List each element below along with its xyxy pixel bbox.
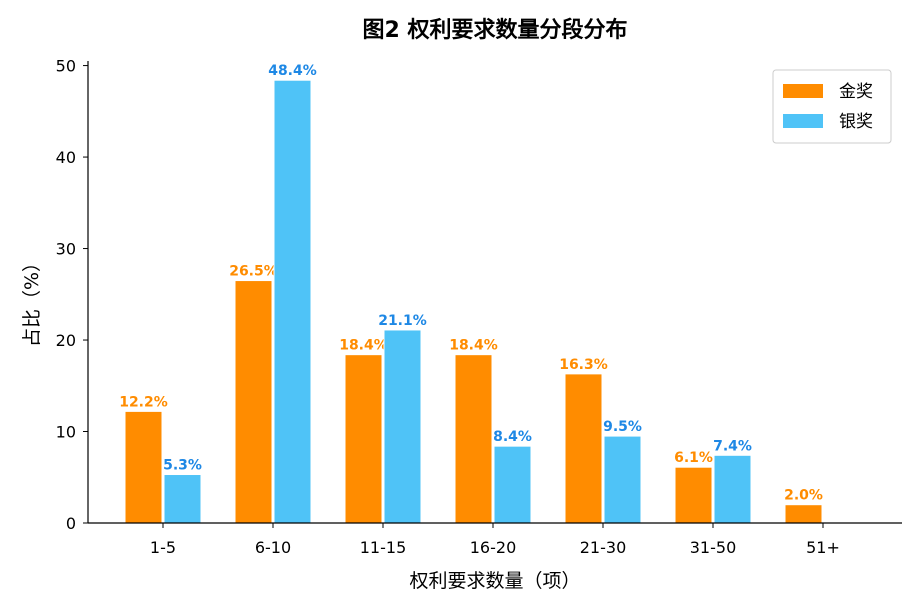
x-tick-label: 6-10	[255, 538, 291, 557]
bar-gold-6-10	[234, 280, 273, 524]
legend-swatch-gold	[783, 84, 823, 98]
y-tick-label: 0	[66, 514, 76, 533]
bar-silver-21-30	[603, 435, 642, 524]
data-label-gold-21-30: 16.3%	[559, 357, 608, 373]
bar-gold-11-15	[344, 354, 383, 524]
y-tick-label: 40	[56, 148, 76, 167]
bar-silver-1-5	[163, 474, 202, 524]
data-label-gold-6-10: 26.5%	[229, 264, 278, 280]
bar-silver-31-50	[713, 454, 752, 524]
chart-title: 图2 权利要求数量分段分布	[363, 17, 628, 43]
data-label-gold-16-20: 18.4%	[449, 338, 498, 354]
data-label-silver-31-50: 7.4%	[713, 438, 752, 454]
legend-label-gold: 金奖	[839, 82, 873, 102]
bar-gold-21-30	[564, 373, 603, 524]
data-label-gold-51+: 2.0%	[784, 488, 823, 504]
data-label-silver-6-10: 48.4%	[268, 63, 317, 79]
y-tick-label: 10	[56, 423, 76, 442]
data-label-silver-1-5: 5.3%	[163, 458, 202, 474]
x-tick-label: 21-30	[580, 538, 627, 557]
y-axis-label: 占比（%）	[21, 253, 43, 347]
data-label-gold-11-15: 18.4%	[339, 338, 388, 354]
legend-box	[772, 69, 892, 144]
x-tick-label: 11-15	[360, 538, 407, 557]
bar-gold-1-5	[124, 410, 163, 524]
bar-silver-16-20	[493, 445, 532, 524]
x-tick-label: 16-20	[470, 538, 517, 557]
data-label-gold-1-5: 12.2%	[119, 394, 168, 410]
x-tick-label: 1-5	[150, 538, 176, 557]
data-label-gold-31-50: 6.1%	[674, 450, 713, 466]
plot-area: 12.2% 26.5% 18.4% 18.4% 16.3% 6.1% 2.0% 5.3% 48.…	[56, 57, 902, 557]
legend-swatch-silver	[783, 114, 823, 128]
y-tick-label: 50	[56, 57, 76, 76]
x-axis-label: 权利要求数量（项）	[409, 570, 580, 592]
bar-silver-11-15	[383, 329, 422, 524]
x-tick-label: 31-50	[690, 538, 737, 557]
data-label-silver-16-20: 8.4%	[493, 429, 532, 445]
data-label-silver-21-30: 9.5%	[603, 419, 642, 435]
bar-gold-16-20	[454, 354, 493, 524]
x-tick-label: 51+	[806, 538, 840, 557]
data-label-silver-11-15: 21.1%	[378, 313, 427, 329]
y-tick-label: 30	[56, 240, 76, 259]
bar-gold-51+	[784, 504, 823, 524]
bar-gold-31-50	[674, 466, 713, 524]
legend-label-silver: 银奖	[839, 112, 873, 132]
bar-silver-6-10	[273, 79, 312, 524]
y-tick-label: 20	[56, 331, 76, 350]
